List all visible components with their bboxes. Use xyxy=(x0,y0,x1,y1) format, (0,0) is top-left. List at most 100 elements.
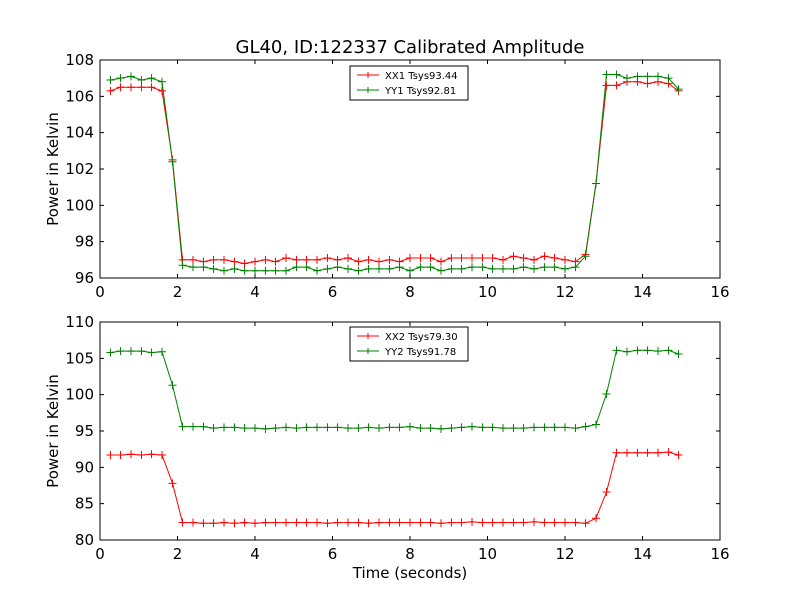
bottom-series-2-point xyxy=(437,424,445,433)
bottom-y-tick-label: 95 xyxy=(75,422,94,440)
top-series-1-point xyxy=(488,254,497,263)
top-series-2-point xyxy=(571,263,580,272)
bottom-series-2-point xyxy=(416,424,425,433)
bottom-legend-box xyxy=(349,326,469,362)
bottom-series-2-point xyxy=(344,424,352,433)
top-series-1-point xyxy=(375,257,383,266)
bottom-series-2-point xyxy=(209,424,218,433)
top-series-1-point xyxy=(364,255,373,264)
top-series-1-point xyxy=(406,254,414,263)
top-legend: XX1 Tsys93.44 YY1 Tsys92.81 xyxy=(349,65,469,101)
bottom-x-axis-label: Time (seconds) xyxy=(352,564,468,582)
top-series-1-point xyxy=(240,259,249,268)
bottom-series-1-point xyxy=(251,519,259,528)
top-series-2-point xyxy=(550,263,559,272)
bottom-series-2 xyxy=(106,346,683,433)
bottom-series-2-point xyxy=(116,347,125,356)
bottom-series-2-point xyxy=(271,424,280,433)
top-series-1-point xyxy=(292,255,301,264)
top-y-tick-label: 104 xyxy=(65,124,94,142)
bottom-series-1-point xyxy=(571,518,580,527)
top-series-2-point xyxy=(623,74,631,83)
top-x-tick-label: 0 xyxy=(95,283,105,301)
top-series-1-point xyxy=(354,257,363,266)
top-x-tick-label: 6 xyxy=(328,283,338,301)
top-legend-swatch-marker xyxy=(365,72,371,78)
bottom-series-2-point xyxy=(230,423,239,432)
bottom-series-2-point xyxy=(592,420,600,429)
top-series-1-point xyxy=(509,252,518,261)
bottom-x-tick-label: 8 xyxy=(405,545,415,563)
bottom-series-2-point xyxy=(540,423,549,432)
bottom-series-2-point xyxy=(178,422,187,431)
top-series-2-point xyxy=(426,263,435,272)
top-series-1-point xyxy=(499,255,507,264)
bottom-series-2-point xyxy=(612,346,621,355)
figure-title: GL40, ID:122337 Calibrated Amplitude xyxy=(236,37,585,58)
top-legend-box xyxy=(349,65,469,101)
top-series-1-point xyxy=(344,254,352,263)
top-series-2-point xyxy=(116,74,125,83)
top-series-2-point xyxy=(251,266,259,275)
bottom-series-2-point xyxy=(674,349,683,358)
bottom-series-2-point xyxy=(561,423,569,432)
bottom-series-2-point xyxy=(499,424,507,433)
bottom-series-2-point xyxy=(478,423,487,432)
top-series-1-point xyxy=(333,255,342,264)
bottom-series-1-point xyxy=(271,518,280,527)
bottom-series-2-point xyxy=(323,423,332,432)
top-series-1-point xyxy=(116,83,125,92)
bottom-series-1-point xyxy=(550,518,559,527)
top-series-2-point xyxy=(137,75,146,84)
bottom-series-2-point xyxy=(530,423,538,432)
bottom-legend: XX2 Tsys79.30 YY2 Tsys91.78 xyxy=(349,326,469,362)
top-series-1-point xyxy=(251,257,259,266)
top-series-2-point xyxy=(664,74,673,83)
bottom-series-2-point xyxy=(127,347,135,356)
top-series-2-point xyxy=(106,75,115,84)
top-series-1-point xyxy=(282,254,290,263)
bottom-series-2-point xyxy=(643,346,652,355)
top-series-1-point xyxy=(261,255,270,264)
bottom-series-2-point xyxy=(137,347,146,356)
bottom-series-2-point xyxy=(519,424,528,433)
bottom-series-1-point xyxy=(530,517,538,526)
top-series-2-point xyxy=(395,263,404,272)
top-series-1-point xyxy=(468,254,476,263)
bottom-series-2-point xyxy=(633,346,642,355)
bottom-series-2-point xyxy=(302,423,311,432)
top-series-2-point xyxy=(158,77,166,86)
bottom-series-1-point xyxy=(426,518,435,527)
bottom-series-2-point xyxy=(313,423,321,432)
bottom-series-1-point xyxy=(519,518,528,527)
top-series-1-point xyxy=(519,254,528,263)
bottom-series-2-point xyxy=(406,422,414,431)
bottom-x-tick-label: 14 xyxy=(633,545,652,563)
top-series-1-point xyxy=(220,255,228,264)
top-series-2-point xyxy=(540,263,549,272)
bottom-series-1-point xyxy=(623,448,631,457)
bottom-chart-panel: 0 2 4 6 8 10 12 14 16 80 85 90 95 100 105 110 XX2 Tsys79… xyxy=(44,313,730,582)
top-series-2-point xyxy=(282,266,290,275)
top-series-2-point xyxy=(147,74,156,83)
top-series-2-point xyxy=(509,264,518,273)
bottom-series-2-point xyxy=(602,389,611,398)
top-series-1-point xyxy=(106,86,115,95)
top-series-2-point xyxy=(654,72,662,81)
top-x-tick-label: 14 xyxy=(633,283,652,301)
top-series-2-point xyxy=(240,266,249,275)
bottom-series-2-point xyxy=(571,424,580,433)
top-series-1-point xyxy=(209,255,218,264)
bottom-series-2-point xyxy=(147,348,156,357)
bottom-plot-area: 0 2 4 6 8 10 12 14 16 80 85 90 95 100 105 110 XX2 Tsys79… xyxy=(65,313,729,563)
bottom-series-2-point xyxy=(168,381,177,390)
bottom-series-1-point xyxy=(406,518,414,527)
bottom-series-2-point xyxy=(189,422,197,431)
top-series-2-point xyxy=(333,263,342,272)
top-chart-panel: 0 2 4 6 8 10 12 14 16 96 98 100 102 104 106 108 XX1 Tsys… xyxy=(44,51,730,301)
bottom-series-2-point xyxy=(395,423,404,432)
bottom-y-tick-label: 110 xyxy=(65,313,94,331)
top-series-2-point xyxy=(292,263,301,272)
top-series-2-point xyxy=(478,263,487,272)
top-series-2-point xyxy=(488,264,497,273)
